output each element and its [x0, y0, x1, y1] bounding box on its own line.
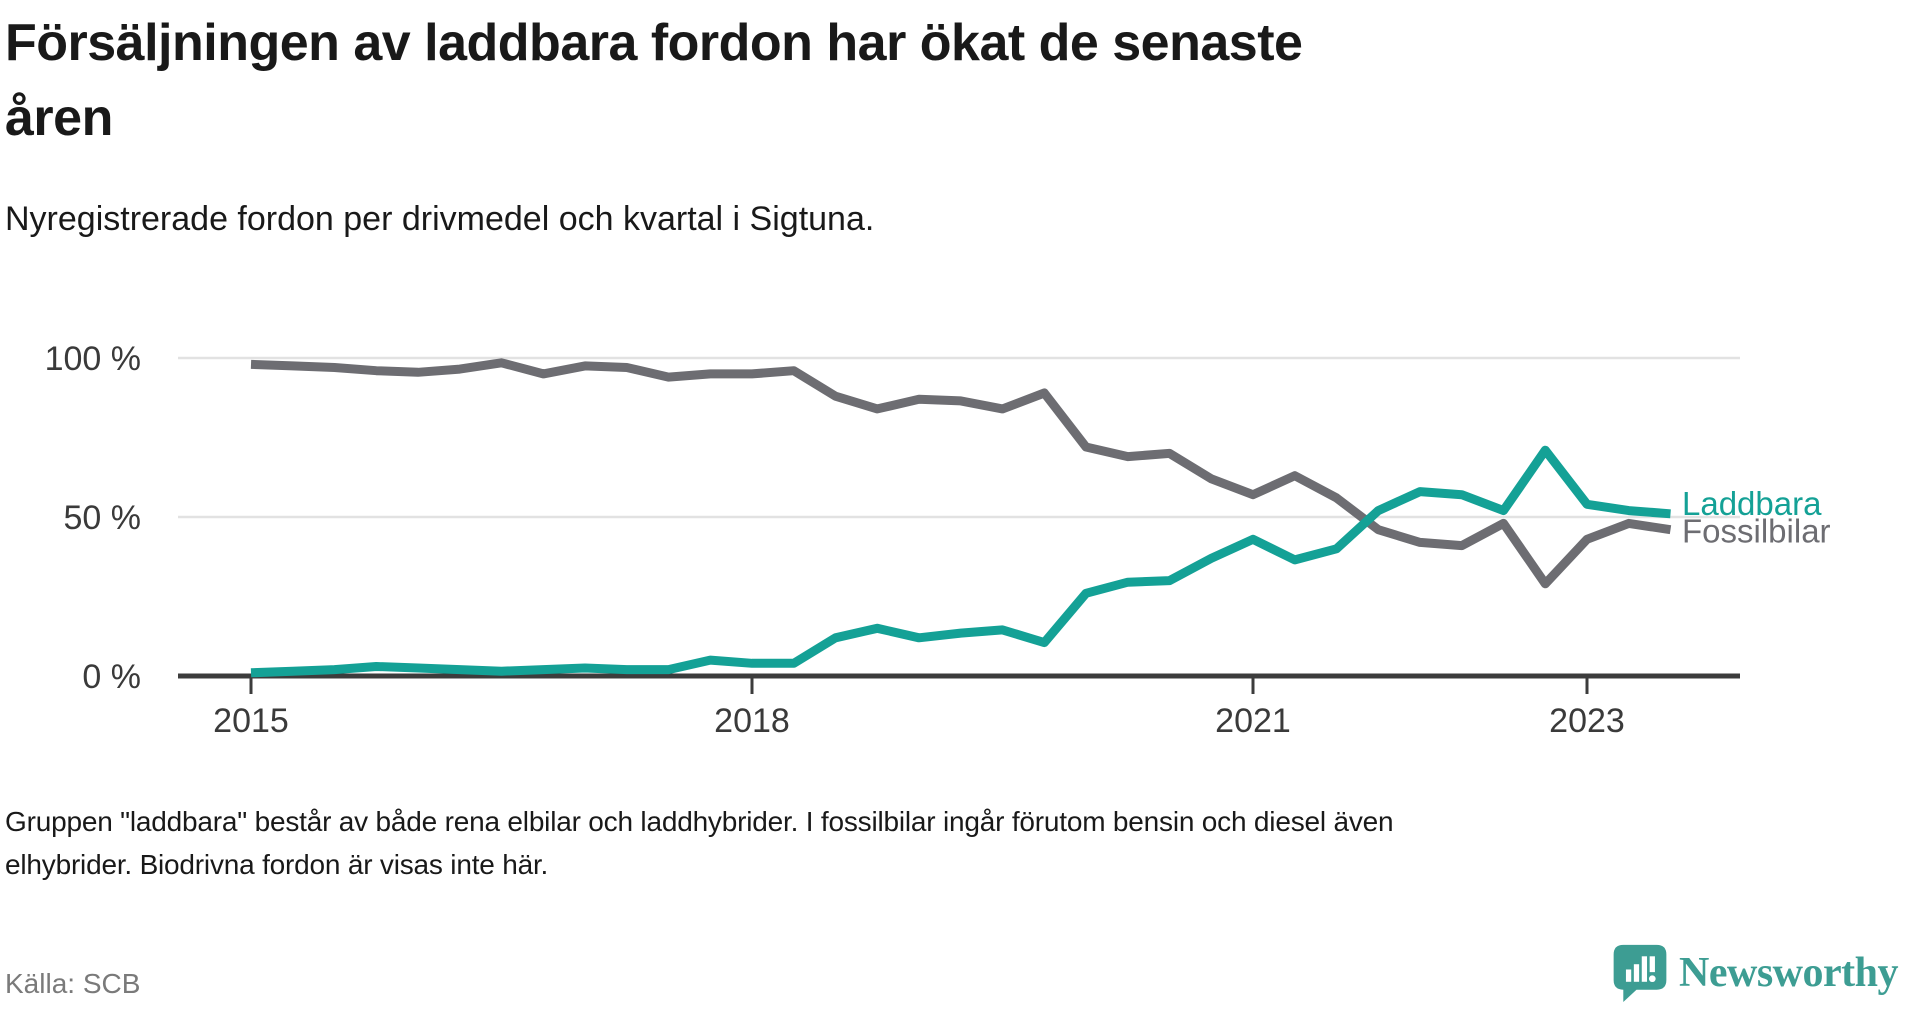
newsworthy-bubble-chart-icon [1613, 944, 1667, 1002]
x-tick-label-2015: 2015 [213, 702, 289, 740]
title-line-2: åren [5, 89, 113, 148]
source-label: Källa: SCB [5, 968, 141, 999]
series-line-fossilbilar [250, 358, 1672, 589]
x-tick-label-2021: 2021 [1215, 702, 1291, 740]
y-axis-label-100: 100 % [45, 340, 141, 378]
series-line-laddbara [250, 445, 1671, 678]
series-label-fossilbilar: Fossilbilar [1682, 513, 1831, 550]
title-line-1: Försäljningen av laddbara fordon har öka… [5, 14, 1303, 72]
series-label-laddbara: Laddbara [1682, 485, 1822, 522]
footnote-line-2: elhybrider. Biodrivna fordon är visas in… [5, 849, 549, 881]
chart-subtitle: Nyregistrerade fordon per drivmedel och … [5, 200, 875, 238]
y-axis-label-50: 50 % [64, 499, 142, 537]
y-axis-label-0: 0 % [82, 658, 141, 696]
chart-footnote: Gruppen "laddbara" består av både rena e… [5, 800, 1565, 887]
footnote-line-1: Gruppen "laddbara" består av både rena e… [5, 806, 1394, 837]
x-tick-label-2023: 2023 [1549, 702, 1625, 740]
page-title: Försäljningen av laddbara fordon har öka… [5, 6, 1705, 157]
newsworthy-logo-text: Newsworthy [1679, 950, 1898, 996]
x-tick-label-2018: 2018 [714, 702, 790, 740]
newsworthy-logo: Newsworthy [1611, 942, 1898, 1004]
